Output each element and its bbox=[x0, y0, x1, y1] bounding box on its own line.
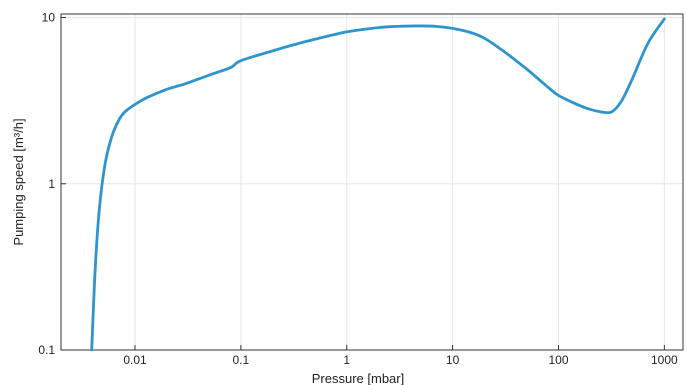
x-axis-ticks: 0.01 0.1 1 10 100 1000 bbox=[123, 345, 678, 367]
x-tick-label: 10 bbox=[446, 353, 460, 367]
y-axis-ticks: 0.1 1 10 bbox=[38, 11, 66, 357]
plot-background bbox=[61, 14, 683, 350]
data-series bbox=[90, 17, 666, 352]
x-axis-label: Pressure [mbar] bbox=[312, 371, 404, 385]
x-tick-label: 100 bbox=[548, 353, 568, 367]
y-tick-label: 0.1 bbox=[38, 343, 55, 357]
y-tick-label: 10 bbox=[42, 11, 56, 25]
plot-frame bbox=[60, 13, 684, 351]
x-tick-label: 1 bbox=[343, 353, 350, 367]
x-tick-label: 1000 bbox=[651, 353, 678, 367]
x-tick-label: 0.01 bbox=[123, 353, 147, 367]
y-tick-label: 1 bbox=[48, 177, 55, 191]
series-line bbox=[90, 17, 666, 352]
x-tick-label: 0.1 bbox=[233, 353, 250, 367]
y-axis-label: Pumping speed [m³/h] bbox=[11, 118, 26, 245]
